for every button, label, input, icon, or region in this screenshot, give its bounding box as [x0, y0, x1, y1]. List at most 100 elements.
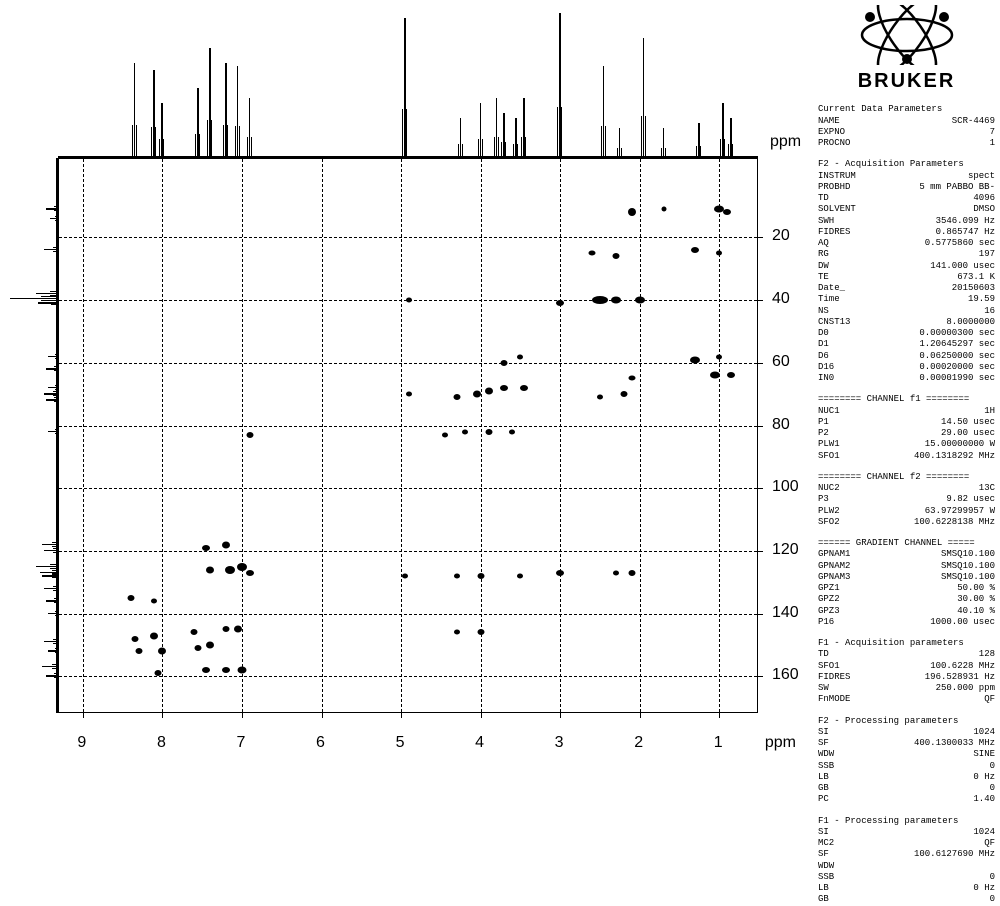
param-row: SSB0: [818, 872, 995, 883]
crosspeak: [406, 298, 412, 303]
crosspeak: [237, 667, 246, 674]
param-key: Time: [818, 294, 840, 305]
param-value: 14.50 usec: [941, 417, 995, 428]
crosspeak: [485, 388, 493, 395]
param-row: P161000.00 usec: [818, 617, 995, 628]
param-value: 4096: [973, 193, 995, 204]
x-axis: ppm 123456789: [58, 720, 758, 760]
crosspeak: [222, 667, 230, 673]
crosspeak: [628, 376, 635, 381]
param-row: RG197: [818, 249, 995, 260]
param-value: 63.97299957 W: [925, 506, 995, 517]
crosspeak: [517, 354, 523, 359]
param-value: SCR-4469: [952, 116, 995, 127]
crosspeak: [635, 297, 645, 304]
crosspeak: [402, 574, 408, 579]
crosspeak: [628, 208, 636, 216]
param-key: SFO1: [818, 451, 840, 462]
param-key: P3: [818, 494, 829, 505]
param-row: Time19.59: [818, 294, 995, 305]
crosspeak: [246, 432, 253, 438]
param-row: EXPNO7: [818, 127, 995, 138]
param-row: MC2QF: [818, 838, 995, 849]
param-key: DW: [818, 261, 829, 272]
param-key: PC: [818, 794, 829, 805]
crosspeak: [517, 574, 523, 579]
contour-plot: [58, 158, 758, 713]
crosspeak: [691, 247, 699, 253]
param-value: 196.528931 Hz: [925, 672, 995, 683]
param-value: 100.6228138 MHz: [914, 517, 995, 528]
param-row: TD128: [818, 649, 995, 660]
param-section-title: Current Data Parameters: [818, 104, 995, 115]
param-value: 400.1300033 MHz: [914, 738, 995, 749]
param-key: GPNAM1: [818, 549, 850, 560]
param-row: NUC11H: [818, 406, 995, 417]
param-value: 9.82 usec: [946, 494, 995, 505]
param-value: 30.00 %: [957, 594, 995, 605]
crosspeak: [454, 630, 460, 635]
param-key: D1: [818, 339, 829, 350]
param-key: FIDRES: [818, 227, 850, 238]
crosspeak: [206, 642, 214, 649]
param-key: WDW: [818, 861, 834, 872]
y-tick-label: 20: [772, 227, 790, 245]
param-row: FIDRES196.528931 Hz: [818, 672, 995, 683]
crosspeak: [477, 573, 484, 579]
param-key: GPNAM2: [818, 561, 850, 572]
param-section-title: ======== CHANNEL f1 ========: [818, 394, 995, 405]
crosspeak: [592, 296, 608, 304]
param-row: FIDRES0.865747 Hz: [818, 227, 995, 238]
param-key: TD: [818, 649, 829, 660]
crosspeak: [206, 566, 214, 573]
crosspeak: [237, 563, 247, 571]
y-tick-label: 100: [772, 478, 799, 496]
param-key: WDW: [818, 749, 834, 760]
crosspeak: [442, 432, 448, 437]
param-section-title: F2 - Acquisition Parameters: [818, 159, 995, 170]
param-row: GB0: [818, 783, 995, 794]
crosspeak: [727, 372, 735, 378]
crosspeak: [485, 429, 492, 435]
crosspeak: [588, 251, 595, 256]
param-key: SSB: [818, 761, 834, 772]
y-tick-label: 80: [772, 416, 790, 434]
x-tick-label: 4: [475, 734, 484, 752]
crosspeak: [223, 626, 230, 632]
param-value: DMSO: [973, 204, 995, 215]
param-row: SW250.000 ppm: [818, 683, 995, 694]
param-section-title: ====== GRADIENT CHANNEL =====: [818, 538, 995, 549]
param-key: SFO1: [818, 661, 840, 672]
param-row: WDWSINE: [818, 749, 995, 760]
param-key: SW: [818, 683, 829, 694]
param-row: P114.50 usec: [818, 417, 995, 428]
param-key: NS: [818, 306, 829, 317]
param-row: PLW263.97299957 W: [818, 506, 995, 517]
param-value: 100.6228 MHz: [930, 661, 995, 672]
param-key: PROCNO: [818, 138, 850, 149]
param-section-title: ======== CHANNEL f2 ========: [818, 472, 995, 483]
param-key: IN0: [818, 373, 834, 384]
nmr-2d-plot: ppm 123456789 ppm 20406080100120140160: [0, 0, 810, 773]
param-value: SMSQ10.100: [941, 549, 995, 560]
logo-text: BRUKER: [818, 69, 995, 94]
crosspeak: [501, 360, 508, 366]
param-row: GPNAM2SMSQ10.100: [818, 561, 995, 572]
param-row: D60.06250000 sec: [818, 351, 995, 362]
param-key: AQ: [818, 238, 829, 249]
crosspeak: [202, 667, 210, 673]
param-row: WDW: [818, 861, 995, 872]
param-key: GPZ1: [818, 583, 840, 594]
crosspeak: [710, 372, 720, 379]
x-tick-label: 3: [555, 734, 564, 752]
crosspeak: [628, 570, 635, 576]
param-row: PROCNO1: [818, 138, 995, 149]
crosspeak: [611, 297, 621, 304]
crosspeak: [406, 392, 412, 397]
param-section-ch_f1: ======== CHANNEL f1 ========NUC11HP114.5…: [818, 394, 995, 462]
param-value: 15.00000000 W: [925, 439, 995, 450]
param-key: CNST13: [818, 317, 850, 328]
param-row: P229.00 usec: [818, 428, 995, 439]
param-value: 5 mm PABBO BB-: [919, 182, 995, 193]
param-section-f1_acq: F1 - Acquisition parametersTD128SFO1100.…: [818, 638, 995, 706]
